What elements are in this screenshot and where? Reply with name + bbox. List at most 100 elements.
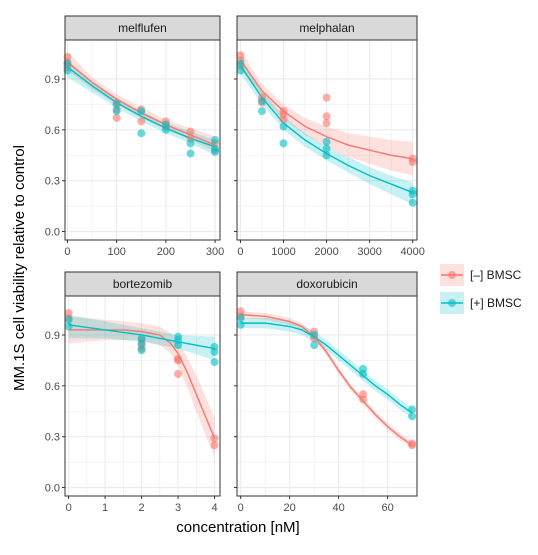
data-point-plus-bmsc bbox=[64, 315, 73, 324]
fit-curve-minus-bmsc bbox=[239, 59, 413, 160]
data-point-plus-bmsc bbox=[310, 341, 319, 350]
data-point-plus-bmsc bbox=[322, 144, 331, 153]
data-point-minus-bmsc bbox=[359, 395, 368, 404]
x-tick-label: 0 bbox=[237, 246, 243, 258]
fit-curve-minus-bmsc bbox=[240, 313, 413, 446]
x-tick-label: 100 bbox=[107, 246, 125, 258]
confidence-band-plus-bmsc bbox=[67, 60, 216, 156]
x-tick-label: 3000 bbox=[357, 246, 381, 258]
x-tick-label: 0 bbox=[238, 502, 244, 514]
confidence-band-plus-bmsc bbox=[240, 56, 413, 205]
facet-strip bbox=[64, 271, 221, 297]
data-point-plus-bmsc bbox=[236, 320, 245, 329]
data-point-plus-bmsc bbox=[137, 346, 146, 355]
x-axis-title: concentration [nM] bbox=[176, 519, 299, 536]
data-point-minus-bmsc bbox=[174, 369, 183, 378]
x-tick-label: 2 bbox=[139, 502, 145, 514]
confidence-band-minus-bmsc bbox=[240, 50, 413, 176]
data-point-plus-bmsc bbox=[161, 125, 170, 134]
x-tick-label: 0 bbox=[64, 246, 70, 258]
data-point-plus-bmsc bbox=[137, 129, 146, 138]
x-tick-label: 200 bbox=[157, 246, 175, 258]
data-point-plus-bmsc bbox=[359, 369, 368, 378]
data-point-minus-bmsc bbox=[408, 441, 417, 450]
data-point-minus-bmsc bbox=[322, 112, 331, 121]
data-point-minus-bmsc bbox=[112, 113, 121, 122]
panel-border bbox=[64, 295, 221, 497]
data-point-plus-bmsc bbox=[257, 97, 266, 106]
y-tick-label: 0.9 bbox=[45, 330, 60, 342]
legend-label: [–] BMSC bbox=[470, 268, 522, 282]
facet-panel-melflufen: melflufen 0 100 200 300 0.0 0.3 0.6 0.9 bbox=[45, 15, 224, 258]
data-point-plus-bmsc bbox=[322, 151, 331, 160]
x-tick-label: 40 bbox=[333, 502, 345, 514]
legend-item-plus-bmsc: [+] BMSC bbox=[440, 292, 522, 314]
y-tick-label: 0.6 bbox=[45, 381, 60, 393]
facet-strip bbox=[64, 15, 221, 41]
data-point-plus-bmsc bbox=[174, 341, 183, 350]
data-point-minus-bmsc bbox=[210, 434, 219, 443]
panel-border bbox=[236, 295, 418, 497]
y-axis-title: MM.1S cell viability relative to control bbox=[11, 145, 28, 391]
legend-label: [+] BMSC bbox=[470, 296, 522, 310]
y-tick-label: 0.3 bbox=[45, 176, 60, 188]
facet-strip-title: melphalan bbox=[299, 21, 354, 35]
data-point-minus-bmsc bbox=[322, 93, 331, 102]
x-tick-label: 1000 bbox=[271, 246, 295, 258]
y-tick-label: 0.3 bbox=[45, 432, 60, 444]
data-point-plus-bmsc bbox=[236, 66, 245, 75]
confidence-band-minus-bmsc bbox=[68, 316, 215, 458]
data-point-minus-bmsc bbox=[408, 158, 417, 167]
data-point-plus-bmsc bbox=[310, 330, 319, 339]
facet-strip-title: doxorubicin bbox=[296, 277, 357, 291]
y-tick-label: 0.6 bbox=[45, 125, 60, 137]
data-point-plus-bmsc bbox=[112, 100, 121, 109]
data-point-plus-bmsc bbox=[279, 122, 288, 131]
data-point-minus-bmsc bbox=[137, 117, 146, 126]
data-point-plus-bmsc bbox=[408, 198, 417, 207]
panel-background bbox=[237, 296, 417, 496]
confidence-band-plus-bmsc bbox=[240, 318, 413, 419]
data-point-minus-bmsc bbox=[210, 441, 219, 450]
facet-strip bbox=[236, 15, 418, 41]
data-point-plus-bmsc bbox=[186, 149, 195, 158]
data-point-minus-bmsc bbox=[186, 127, 195, 136]
data-point-plus-bmsc bbox=[408, 405, 417, 414]
y-tick-label: 0.0 bbox=[45, 483, 60, 495]
y-tick-label: 0.9 bbox=[45, 74, 60, 86]
panel-border bbox=[64, 39, 221, 241]
x-tick-label: 4000 bbox=[400, 246, 424, 258]
x-tick-label: 2000 bbox=[314, 246, 338, 258]
data-point-plus-bmsc bbox=[112, 107, 121, 116]
data-point-plus-bmsc bbox=[408, 190, 417, 199]
legend-item-minus-bmsc: [–] BMSC bbox=[440, 264, 522, 286]
data-point-minus-bmsc bbox=[174, 356, 183, 365]
data-point-minus-bmsc bbox=[322, 119, 331, 128]
data-point-plus-bmsc bbox=[257, 107, 266, 116]
facet-panel-doxorubicin: doxorubicin 0 20 40 60 bbox=[234, 271, 418, 514]
data-point-plus-bmsc bbox=[279, 139, 288, 148]
x-tick-label: 4 bbox=[211, 502, 217, 514]
x-tick-label: 0 bbox=[66, 502, 72, 514]
data-point-plus-bmsc bbox=[186, 139, 195, 148]
facet-panel-melphalan: melphalan 0 1000 2000 3000 4000 bbox=[234, 15, 425, 258]
confidence-band-minus-bmsc bbox=[240, 311, 413, 449]
data-point-plus-bmsc bbox=[210, 347, 219, 356]
data-point-minus-bmsc bbox=[279, 115, 288, 124]
legend-key-point bbox=[448, 271, 456, 279]
x-tick-label: 1 bbox=[102, 502, 108, 514]
fit-curve-plus-bmsc bbox=[240, 322, 413, 414]
x-tick-label: 3 bbox=[175, 502, 181, 514]
y-tick-label: 0.0 bbox=[45, 227, 60, 239]
legend: [–] BMSC [+] BMSC bbox=[440, 264, 522, 314]
data-point-plus-bmsc bbox=[211, 147, 220, 156]
data-point-plus-bmsc bbox=[137, 339, 146, 348]
facet-panel-bortezomib: bortezomib 0 1 2 3 4 0.0 0.3 0.6 0.9 bbox=[45, 271, 221, 514]
data-point-plus-bmsc bbox=[210, 358, 219, 367]
data-point-plus-bmsc bbox=[137, 107, 146, 116]
data-point-plus-bmsc bbox=[211, 136, 220, 144]
data-point-plus-bmsc bbox=[322, 137, 331, 146]
